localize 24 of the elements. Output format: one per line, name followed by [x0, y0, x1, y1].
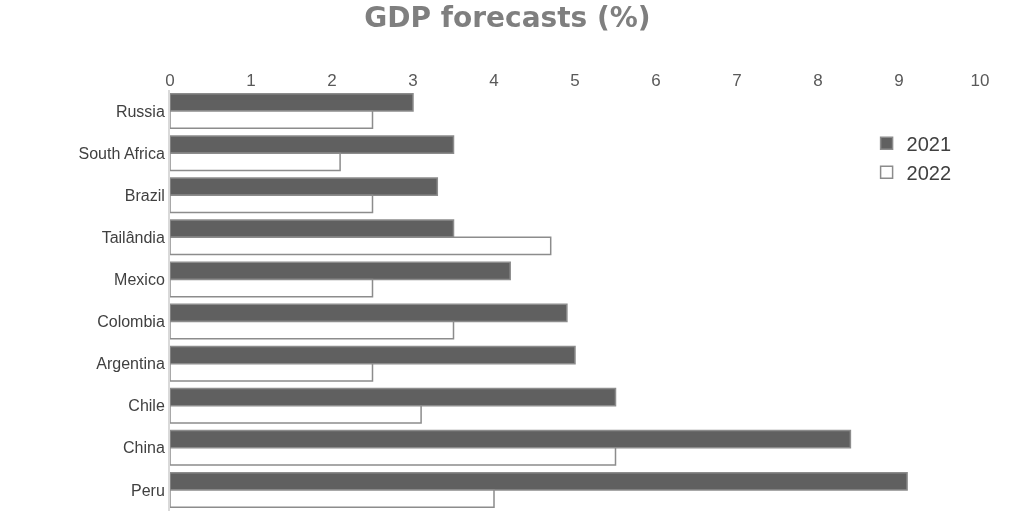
x-tick-label: 1	[246, 70, 256, 90]
x-tick-label: 9	[894, 70, 904, 90]
y-tick-label: South Africa	[78, 144, 165, 162]
y-tick-label: Mexico	[114, 271, 165, 289]
x-tick-label: 6	[651, 70, 661, 90]
x-tick-label: 10	[970, 70, 990, 90]
y-tick-label: Argentina	[96, 355, 165, 373]
y-tick-label: Russia	[115, 102, 165, 120]
x-tick-label: 8	[813, 70, 823, 90]
x-tick-label: 5	[570, 70, 580, 90]
x-tick-label: 0	[165, 70, 175, 90]
y-tick-label: China	[122, 439, 165, 457]
y-tick-label: Brazil	[124, 186, 165, 204]
x-tick-label: 3	[408, 70, 418, 90]
legend-label: 2021	[906, 132, 952, 155]
x-tick-label: 4	[489, 70, 499, 90]
y-tick-label: Chile	[128, 397, 165, 415]
chart-title: GDP forecasts (%)	[364, 1, 651, 35]
legend-label: 2022	[906, 161, 952, 184]
x-tick-label: 7	[732, 70, 742, 90]
y-tick-label: Colombia	[97, 313, 165, 331]
y-tick-label: Peru	[131, 481, 165, 499]
x-tick-label: 2	[327, 70, 337, 90]
y-tick-label: Tailândia	[101, 228, 165, 246]
